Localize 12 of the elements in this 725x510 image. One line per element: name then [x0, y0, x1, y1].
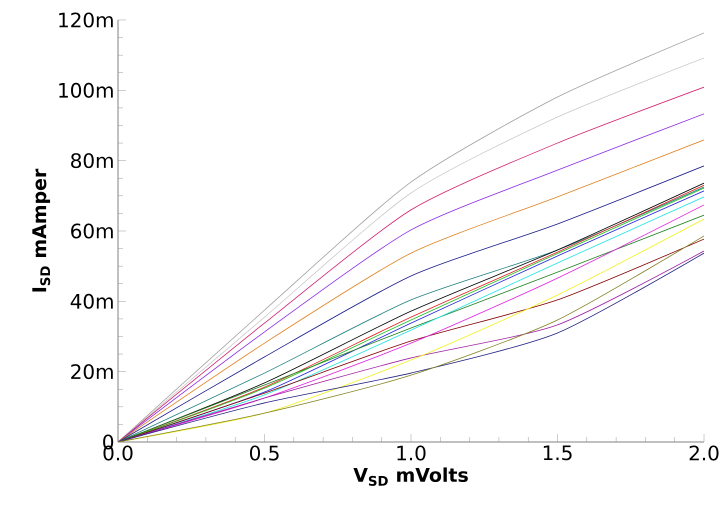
x-tick-label: 0.5 — [250, 446, 279, 461]
x-tick-label: 1.5 — [544, 446, 572, 460]
x-tick-label: 2.0 — [690, 446, 719, 461]
y-tick-label: 60m — [71, 223, 113, 239]
y-tick-label: 20m — [71, 364, 113, 380]
y-tick-label: 80m — [71, 153, 113, 168]
y-tick-label: 40m — [70, 294, 113, 309]
x-tick-label: 1.0 — [397, 446, 426, 461]
x-axis-title: V$_{SD}$ mVolts — [353, 467, 468, 486]
y-tick-label: 100m — [59, 82, 113, 98]
y-tick-label: 120m — [59, 12, 113, 28]
y-axis-title: I$_{SD}$ mAmper — [32, 168, 50, 292]
